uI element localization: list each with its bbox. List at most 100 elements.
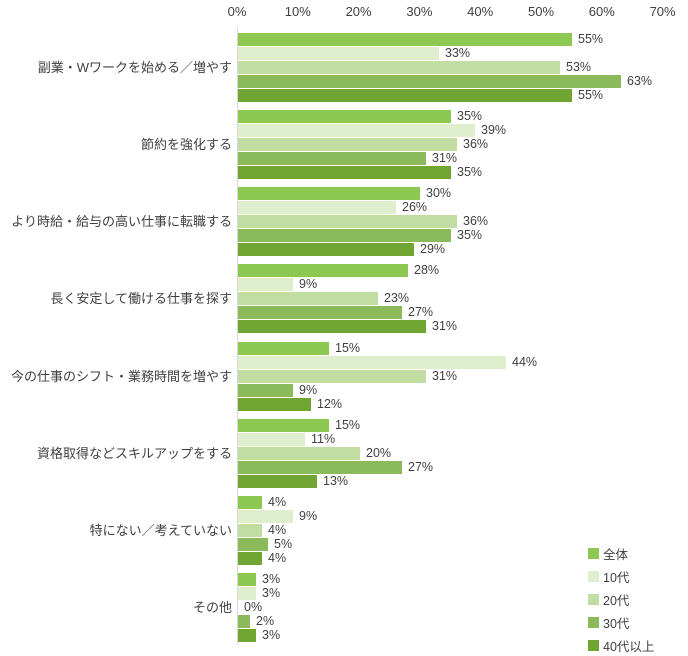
- bar-20代: [238, 524, 262, 537]
- legend-item: 10代: [588, 569, 629, 585]
- value-label: 4%: [268, 495, 287, 509]
- bar-10代: [238, 433, 305, 446]
- legend-item: 全体: [588, 546, 629, 562]
- bar-全体: [238, 33, 572, 46]
- legend-swatch-icon: [588, 616, 599, 628]
- bar-30代: [238, 384, 293, 397]
- x-axis-tick-label: 40%: [467, 4, 494, 19]
- value-label: 63%: [627, 74, 653, 88]
- bar-10代: [238, 47, 439, 60]
- bar-40代以上: [238, 475, 317, 488]
- bar-30代: [238, 75, 621, 88]
- bar-10代: [238, 278, 293, 291]
- value-label: 4%: [268, 523, 287, 537]
- category-label: 今の仕事のシフト・業務時間を増やす: [10, 368, 232, 384]
- x-axis-tick-label: 20%: [345, 4, 372, 19]
- value-label: 13%: [323, 474, 349, 488]
- bar-40代以上: [238, 398, 311, 411]
- bar-全体: [238, 419, 329, 432]
- value-label: 27%: [408, 460, 434, 474]
- value-label: 31%: [432, 369, 458, 383]
- value-label: 31%: [432, 151, 458, 165]
- value-label: 9%: [299, 383, 318, 397]
- x-axis-tick-label: 0%: [227, 4, 247, 19]
- value-label: 3%: [262, 586, 281, 600]
- bar-30代: [238, 461, 402, 474]
- legend-item: 20代: [588, 592, 630, 608]
- bar-全体: [238, 264, 408, 277]
- bar-30代: [238, 306, 402, 319]
- legend-swatch-icon: [588, 570, 599, 582]
- value-label: 20%: [366, 446, 392, 460]
- bar-全体: [238, 187, 420, 200]
- x-axis-tick-label: 70%: [649, 4, 676, 19]
- bar-30代: [238, 152, 426, 165]
- value-label: 15%: [335, 418, 361, 432]
- bar-10代: [238, 356, 506, 369]
- value-label: 29%: [420, 242, 446, 256]
- bar-30代: [238, 229, 451, 242]
- bar-10代: [238, 124, 475, 137]
- category-label: その他: [192, 599, 232, 615]
- legend-swatch-icon: [588, 639, 599, 651]
- value-label: 23%: [384, 291, 410, 305]
- value-label: 36%: [463, 214, 489, 228]
- bar-全体: [238, 496, 262, 509]
- category-label: 長く安定して働ける仕事を探す: [50, 290, 232, 306]
- value-label: 9%: [299, 277, 318, 291]
- value-label: 12%: [317, 397, 343, 411]
- value-label: 28%: [414, 263, 440, 277]
- bar-全体: [238, 342, 329, 355]
- legend-swatch-icon: [588, 547, 599, 559]
- value-label: 55%: [578, 88, 604, 102]
- bar-40代以上: [238, 243, 414, 256]
- value-label: 9%: [299, 509, 318, 523]
- legend-swatch-icon: [588, 593, 599, 605]
- value-label: 35%: [457, 165, 483, 179]
- bar-40代以上: [238, 166, 451, 179]
- bar-10代: [238, 201, 396, 214]
- value-label: 27%: [408, 305, 434, 319]
- value-label: 31%: [432, 319, 458, 333]
- bar-全体: [238, 573, 256, 586]
- value-label: 11%: [311, 432, 336, 446]
- x-axis-tick-label: 30%: [406, 4, 433, 19]
- category-label: 特にない／考えていない: [89, 522, 232, 538]
- value-label: 2%: [256, 614, 275, 628]
- category-label: 資格取得などスキルアップをする: [36, 445, 232, 461]
- bar-40代以上: [238, 320, 426, 333]
- value-label: 36%: [463, 137, 489, 151]
- bar-40代以上: [238, 89, 572, 102]
- bar-40代以上: [238, 629, 256, 642]
- bar-全体: [238, 110, 451, 123]
- legend-label: 20代: [603, 593, 630, 608]
- x-axis-tick-label: 10%: [284, 4, 311, 19]
- value-label: 35%: [457, 228, 483, 242]
- category-label: 副業・Wワークを始める／増やす: [37, 59, 232, 75]
- category-label: より時給・給与の高い仕事に転職する: [11, 213, 232, 229]
- value-label: 4%: [268, 551, 287, 565]
- bar-10代: [238, 510, 293, 523]
- value-label: 55%: [578, 32, 604, 46]
- value-label: 0%: [244, 600, 263, 614]
- legend-label: 30代: [603, 616, 630, 631]
- bar-20代: [238, 138, 457, 151]
- bar-40代以上: [238, 552, 262, 565]
- value-label: 26%: [402, 200, 428, 214]
- bar-30代: [238, 615, 250, 628]
- legend-item: 40代以上: [588, 638, 654, 654]
- value-label: 33%: [445, 46, 471, 60]
- value-label: 30%: [426, 186, 452, 200]
- x-axis-tick-label: 50%: [527, 4, 555, 19]
- legend-label: 全体: [603, 547, 629, 562]
- value-label: 15%: [335, 341, 361, 355]
- bar-20代: [238, 447, 360, 460]
- value-label: 5%: [274, 537, 293, 551]
- legend-item: 30代: [588, 615, 630, 631]
- bar-20代: [238, 61, 560, 74]
- bar-10代: [238, 587, 256, 600]
- x-axis-tick-label: 60%: [588, 4, 615, 19]
- bar-20代: [238, 215, 457, 228]
- value-label: 44%: [512, 355, 538, 369]
